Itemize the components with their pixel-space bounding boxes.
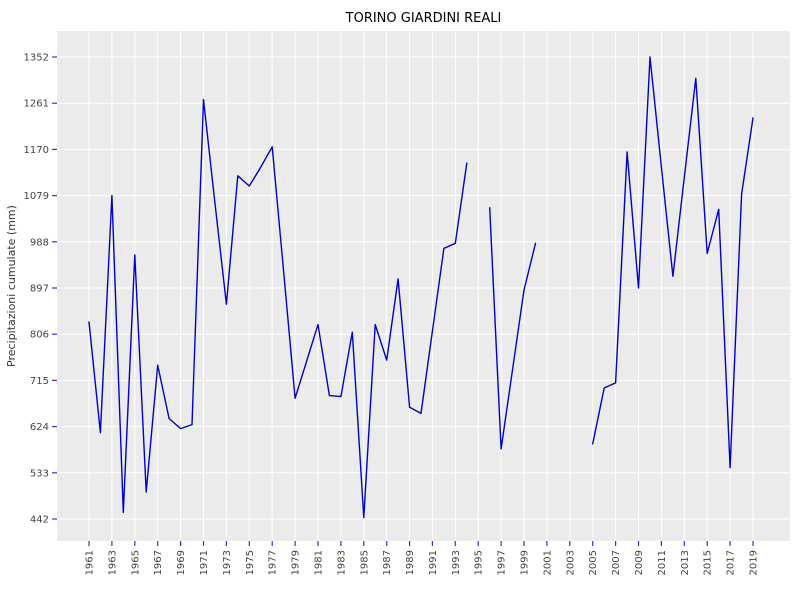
y-tick-label: 442: [30, 515, 49, 526]
x-tick-label: 1993: [451, 550, 462, 575]
x-tick-label: 2011: [657, 550, 668, 575]
x-tick-label: 2015: [703, 550, 714, 575]
x-tick-label: 1999: [520, 550, 531, 575]
y-tick-label: 1079: [24, 191, 49, 202]
y-tick-label: 715: [30, 376, 49, 387]
x-tick-label: 1995: [474, 550, 485, 575]
x-tick-label: 1961: [85, 550, 96, 575]
x-tick-label: 2013: [680, 550, 691, 575]
y-tick-label: 806: [30, 330, 49, 341]
x-tick-label: 1967: [153, 550, 164, 575]
y-tick-label: 988: [30, 237, 49, 248]
x-tick-label: 1971: [199, 550, 210, 575]
x-tick-label: 1969: [176, 550, 187, 575]
x-tick-label: 1977: [268, 550, 279, 575]
y-tick-label: 1170: [24, 145, 49, 156]
chart-title: TORINO GIARDINI REALI: [345, 11, 502, 26]
y-tick-label: 1352: [24, 53, 49, 64]
x-tick-label: 2005: [588, 550, 599, 575]
x-tick-label: 2009: [634, 550, 645, 575]
y-axis-title: Precipitazioni cumulate (mm): [5, 205, 18, 367]
y-tick-label: 897: [30, 284, 49, 295]
x-tick-label: 2007: [611, 550, 622, 575]
y-tick-label: 624: [30, 422, 49, 433]
plot-panel: [57, 31, 790, 541]
y-tick-label: 533: [30, 468, 49, 479]
x-tick-label: 1989: [405, 550, 416, 575]
x-tick-label: 1979: [291, 550, 302, 575]
x-tick-label: 1991: [428, 550, 439, 575]
x-tick-label: 1997: [497, 550, 508, 575]
y-tick-label: 1261: [24, 99, 49, 110]
x-tick-label: 2019: [749, 550, 760, 575]
x-tick-label: 2017: [726, 550, 737, 575]
x-tick-label: 1963: [107, 550, 118, 575]
x-tick-label: 1973: [222, 550, 233, 575]
x-tick-label: 1981: [314, 550, 325, 575]
x-tick-label: 1987: [382, 550, 393, 575]
x-tick-label: 1985: [359, 550, 370, 575]
x-tick-label: 1965: [130, 550, 141, 575]
x-tick-label: 1975: [245, 550, 256, 575]
x-tick-label: 2003: [565, 550, 576, 575]
x-tick-label: 2001: [542, 550, 553, 575]
x-tick-label: 1983: [336, 550, 347, 575]
precipitation-line: [88, 56, 754, 519]
